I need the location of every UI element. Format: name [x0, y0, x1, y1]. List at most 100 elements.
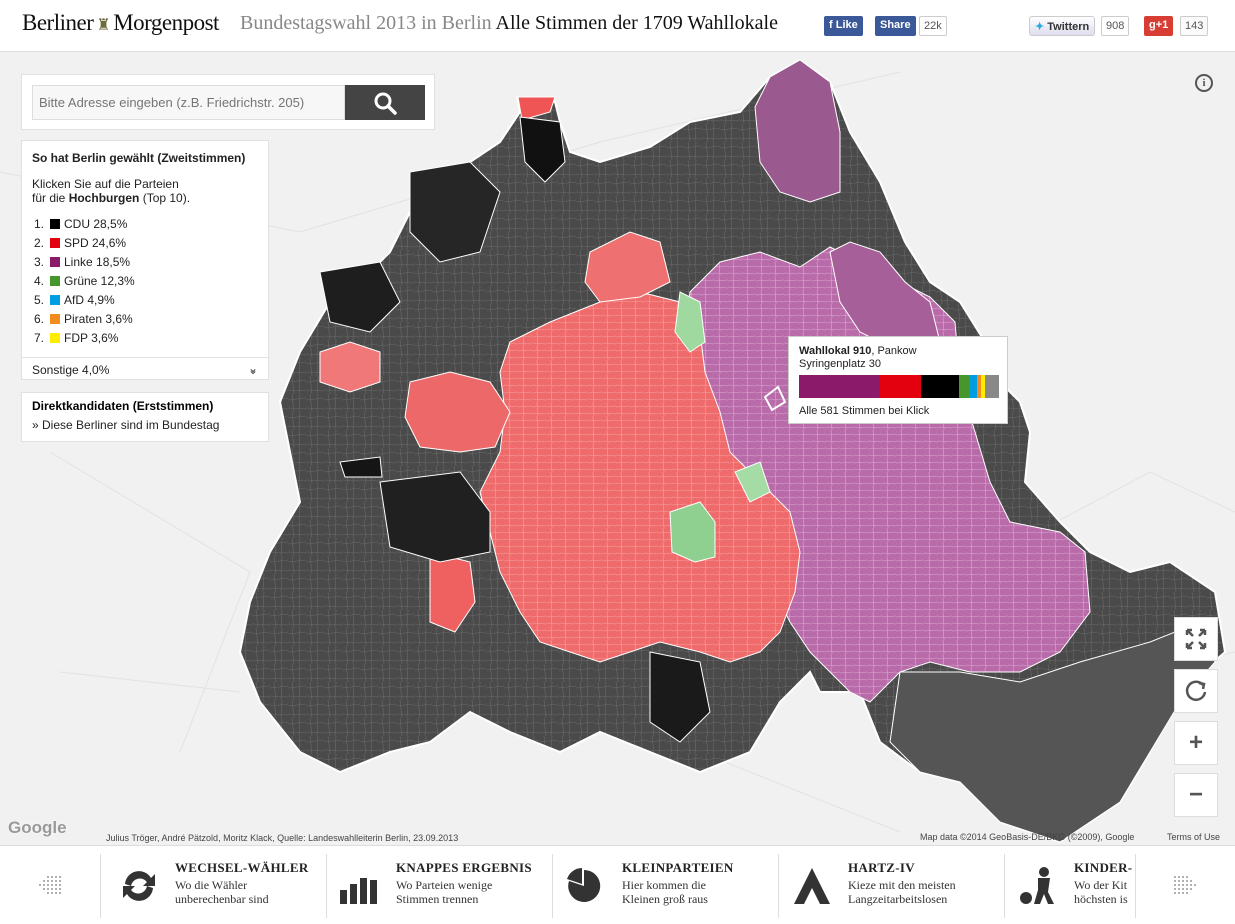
footer-item-title: KINDER- — [1074, 860, 1133, 875]
footer-item-sub2: Stimmen trennen — [396, 892, 479, 906]
sonstige-toggle[interactable]: Sonstige 4,0% ⌄ ⌄ — [22, 357, 268, 381]
party-list: 1. CDU 28,5% 2. SPD 24,6% 3. Linke 18,5% 4.… — [34, 214, 135, 347]
footer-item-subtitle: Kieze mit den meisten Langzeitarbeitslose… — [848, 878, 956, 906]
zoom-out-button[interactable]: − — [1174, 773, 1218, 817]
party-item-piraten[interactable]: 6. Piraten 3,6% — [34, 309, 135, 328]
party-item-fdp[interactable]: 7. FDP 3,6% — [34, 328, 135, 347]
google-plus-button[interactable]: g+1 — [1144, 16, 1174, 36]
next-arrow-icon[interactable] — [1167, 868, 1201, 902]
party-swatch — [50, 275, 60, 286]
vote-bar-segment-piraten — [977, 375, 981, 398]
child-football-icon — [1020, 867, 1054, 904]
party-swatch — [50, 332, 60, 343]
sonstige-label: Sonstige 4,0% — [32, 363, 110, 377]
vote-bar-segment-linke — [799, 375, 879, 398]
party-item-afd[interactable]: 5. AfD 4,9% — [34, 290, 135, 309]
tooltip-footer: Alle 581 Stimmen bei Klick — [799, 405, 930, 417]
footer-item-kleinparteien[interactable]: KLEINPARTEIEN Hier kommen die Kleinen gro… — [552, 858, 777, 914]
address-search-panel — [21, 74, 435, 130]
fullscreen-button[interactable] — [1174, 617, 1218, 661]
tooltip-precinct-district: , Pankow — [871, 345, 917, 357]
info-icon[interactable]: i — [1195, 74, 1213, 92]
cdu-region-wannsee — [339, 456, 383, 478]
spd-region-spandau — [319, 341, 381, 393]
page-title-dark: Alle Stimmen der 1709 Wahllokale — [495, 12, 778, 34]
berlin-precinct-map[interactable] — [0, 52, 1235, 845]
vote-bar-segment-sonstige — [984, 375, 999, 398]
address-search-input[interactable] — [32, 85, 345, 120]
map-credits: Julius Tröger, André Pätzold, Moritz Kla… — [106, 833, 459, 843]
footer-item-kinder[interactable]: KINDER- Wo der Kit höchsten is — [1004, 858, 1134, 914]
bear-crest-icon: ♜ — [96, 17, 111, 34]
party-label: CDU 28,5% — [64, 216, 128, 231]
party-item-gruene[interactable]: 4. Grüne 12,3% — [34, 271, 135, 290]
party-rank: 5. — [34, 292, 45, 307]
header-bar: Berliner ♜ Morgenpost Bundestagswahl 2013 … — [0, 0, 1235, 52]
page-title: Bundestagswahl 2013 in Berlin Alle Stimm… — [240, 12, 778, 35]
selected-precinct[interactable] — [763, 385, 787, 412]
footer-item-knappes-ergebnis[interactable]: KNAPPES ERGEBNIS Wo Parteien wenige Stimm… — [326, 858, 551, 914]
page-title-grey: Bundestagswahl 2013 in Berlin — [240, 12, 492, 34]
footer-item-sub1: Hier kommen die — [622, 878, 706, 892]
map-data-attribution: Map data ©2014 GeoBasis-DE/BKG (©2009), … — [920, 832, 1135, 842]
tooltip-address: Syringenplatz 30 — [799, 358, 881, 370]
footer-item-sub2: unberechenbar sind — [175, 892, 269, 906]
party-item-cdu[interactable]: 1. CDU 28,5% — [34, 214, 135, 233]
cdu-region-frohnau — [519, 116, 566, 183]
footer-item-sub2: Kleinen groß raus — [622, 892, 708, 906]
spd-region-west — [404, 371, 511, 453]
party-label: Linke 18,5% — [64, 254, 131, 269]
spd-region-south — [429, 551, 476, 633]
cdu-region-grunewald — [379, 471, 491, 563]
gplus-label: +1 — [1155, 19, 1169, 31]
footer-item-hartz-iv[interactable]: HARTZ-IV Kieze mit den meisten Langzeitar… — [778, 858, 1003, 914]
footer-divider — [552, 854, 553, 918]
facebook-share-button[interactable]: Share — [875, 16, 916, 36]
election-map[interactable]: So hat Berlin gewählt (Zweitstimmen) Kli… — [0, 52, 1235, 845]
google-plus-icon: g — [1149, 19, 1156, 31]
party-swatch — [50, 237, 60, 248]
party-label: SPD 24,6% — [64, 235, 127, 250]
party-item-spd[interactable]: 2. SPD 24,6% — [34, 233, 135, 252]
logo-text-left: Berliner — [22, 10, 94, 35]
footer-nav: WECHSEL-WÄHLER Wo die Wähler unberechenba… — [0, 845, 1235, 924]
footer-item-subtitle: Hier kommen die Kleinen groß raus — [622, 878, 708, 906]
direkt-link[interactable]: » Diese Berliner sind im Bundestag — [32, 418, 220, 432]
party-label: FDP 3,6% — [64, 330, 119, 345]
legend-intro-suffix: (Top 10). — [139, 191, 191, 205]
party-item-linke[interactable]: 3. Linke 18,5% — [34, 252, 135, 271]
treptow-koepenick — [889, 621, 1216, 843]
precinct-tooltip: Wahllokal 910, Pankow Syringenplatz 30 A… — [788, 336, 1008, 424]
cdu-region-spandau — [319, 261, 401, 333]
prev-arrow-icon[interactable] — [34, 868, 68, 902]
search-button[interactable] — [345, 85, 425, 120]
footer-item-sub2: Langzeitarbeitslosen — [848, 892, 948, 906]
cdu-region-south — [649, 651, 711, 743]
twitter-button[interactable]: ✦ Twittern — [1029, 16, 1096, 36]
facebook-icon: f — [829, 19, 836, 31]
party-swatch — [50, 313, 60, 324]
pie-chart-icon — [567, 868, 601, 902]
party-swatch — [50, 294, 60, 305]
facebook-like-button[interactable]: f Like — [824, 16, 863, 36]
terms-of-use-link[interactable]: Terms of Use — [1167, 832, 1221, 842]
swap-arrows-icon — [123, 871, 155, 901]
zoom-in-button[interactable]: + — [1174, 721, 1218, 765]
reset-view-button[interactable] — [1174, 669, 1218, 713]
facebook-count: 22k — [919, 16, 947, 36]
twitter-bird-icon: ✦ — [1035, 21, 1045, 33]
party-rank: 7. — [34, 330, 45, 345]
legend-intro: Klicken Sie auf die Parteien für die Hoc… — [32, 177, 262, 205]
party-legend: So hat Berlin gewählt (Zweitstimmen) Kli… — [21, 140, 269, 380]
footer-item-sub1: Wo der Kit — [1074, 878, 1128, 892]
logo-text-right: Morgenpost — [113, 10, 219, 35]
legend-intro-line1: Klicken Sie auf die Parteien — [32, 177, 179, 191]
fullscreen-icon — [1185, 628, 1207, 650]
vote-bar-segment-spd — [879, 375, 921, 398]
berliner-morgenpost-logo[interactable]: Berliner ♜ Morgenpost — [22, 10, 219, 36]
tooltip-vote-bar — [799, 375, 999, 398]
vote-bar-segment-grüne — [959, 375, 969, 398]
footer-item-wechselwaehler[interactable]: WECHSEL-WÄHLER Wo die Wähler unberechenba… — [105, 858, 325, 914]
spd-region-north-tip — [517, 96, 556, 121]
party-swatch — [50, 218, 60, 229]
